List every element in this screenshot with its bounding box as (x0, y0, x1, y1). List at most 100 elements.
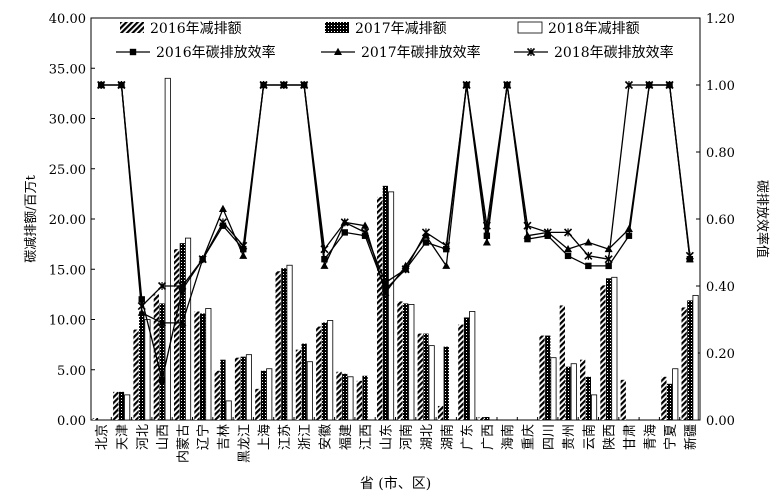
x-tick-label: 甘肃 (623, 424, 638, 450)
bar-2016 (681, 307, 687, 420)
legend-marker (526, 47, 536, 57)
x-tick-label: 贵州 (562, 424, 577, 450)
bar-2016 (316, 326, 322, 420)
efficiency-point-2017 (523, 231, 532, 239)
bar-2018 (164, 77, 171, 421)
efficiency-point-2018 (604, 255, 613, 264)
efficiency-point-2018 (97, 80, 106, 90)
bar-2016 (559, 305, 565, 420)
left-tick-label: 15.00 (49, 263, 86, 278)
left-tick-label: 35.00 (49, 62, 86, 77)
bar-2017 (382, 185, 388, 420)
efficiency-point-2018 (157, 281, 167, 291)
efficiency-point-2018 (503, 80, 512, 90)
bar-2017 (321, 322, 328, 420)
bar-2018 (591, 394, 598, 421)
x-tick-label: 海南 (500, 424, 516, 450)
bar-2016 (377, 196, 383, 420)
x-tick-label: 河北 (136, 424, 151, 450)
x-tick-label: 江西 (359, 424, 374, 450)
efficiency-point-2017 (604, 244, 613, 253)
bar-2017 (159, 303, 165, 420)
x-tick-label: 辽宁 (196, 424, 212, 450)
legend-item: 2017年碳排放效率 (321, 44, 481, 61)
efficiency-point-2017 (564, 244, 573, 253)
efficiency-point-2018 (421, 228, 431, 237)
efficiency-line-2018 (101, 84, 691, 308)
efficiency-point-2018 (178, 281, 187, 291)
bar-2016 (174, 249, 180, 420)
efficiency-point-2017 (442, 261, 451, 269)
efficiency-point-2018 (117, 80, 126, 90)
x-tick-label: 黑龙江 (237, 424, 252, 463)
bar-2017 (240, 356, 246, 420)
efficiency-point-2017 (584, 238, 593, 246)
efficiency-point-2017 (137, 308, 146, 316)
legend-label: 2017年碳排放效率 (361, 44, 481, 61)
bar-2017 (220, 359, 226, 420)
y2-axis-title: 碳排放效率值 (754, 180, 770, 258)
bar-2016 (539, 335, 545, 420)
axes: 0.00 5.00 10.00 15.00 20.00 25.00 30.00 35.00 40… (24, 12, 770, 492)
efficiency-point-2018 (320, 245, 329, 254)
efficiency-point-2017 (239, 251, 248, 259)
bar-2018 (327, 320, 334, 421)
bar-2016 (620, 379, 626, 420)
bar-2016 (417, 333, 423, 420)
x-tick-label: 上海 (258, 424, 273, 450)
right-tick-label: 0.40 (706, 280, 735, 295)
efficiency-point-2018 (239, 241, 248, 250)
efficiency-point-2017 (381, 288, 390, 296)
bar-2017 (545, 335, 551, 420)
legend-marker (334, 47, 342, 55)
x-tick-label: 陕西 (603, 424, 618, 450)
bar-2016 (661, 376, 667, 420)
bar-2018 (306, 361, 313, 421)
efficiency-point-2016 (483, 232, 491, 239)
bar-2017 (403, 303, 409, 420)
bar-2018 (184, 237, 192, 421)
x-tick-label: 吉林 (217, 424, 232, 450)
bar-2018 (205, 308, 212, 421)
right-tick-label: 0.00 (706, 414, 735, 429)
bar-2016 (255, 388, 261, 420)
legend-swatch (120, 22, 144, 33)
x-tick-label: 青海 (643, 424, 658, 450)
left-tick-label: 30.00 (49, 113, 86, 128)
efficiency-line-2017 (101, 84, 691, 324)
bar-2018 (144, 319, 151, 421)
bar-2018 (387, 191, 395, 421)
right-tick-label: 1.20 (706, 12, 735, 27)
bar-2017 (362, 375, 368, 420)
efficiency-point-2016 (321, 256, 328, 263)
x-tick-label: 云南 (581, 424, 597, 450)
bar-2017 (463, 317, 470, 420)
efficiency-point-2017 (218, 204, 227, 212)
left-tick-label: 20.00 (49, 213, 86, 228)
efficiency-point-2017 (178, 318, 187, 326)
bar-2018 (570, 363, 577, 421)
efficiency-point-2018 (665, 80, 674, 90)
efficiency-point-2018 (279, 80, 288, 90)
left-tick-label: 25.00 (49, 163, 86, 178)
legend-item: 2018年碳排放效率 (514, 44, 674, 61)
bar-2016 (133, 329, 139, 420)
efficiency-point-2016 (341, 229, 348, 236)
efficiency-point-2018 (523, 221, 532, 230)
x-tick-label: 四川 (542, 424, 557, 450)
efficiency-point-2018 (563, 228, 573, 237)
legend-swatch (517, 21, 543, 34)
x-tick-label: 山东 (379, 424, 394, 450)
left-tick-label: 0.00 (57, 414, 86, 429)
bar-2017 (585, 376, 591, 420)
bar-2017 (443, 346, 449, 420)
x-axis-title: 省 (市、区) (360, 475, 431, 492)
bar-2016 (275, 271, 281, 420)
x-tick-label: 重庆 (520, 424, 536, 450)
bar-2018 (347, 376, 354, 421)
bar-2017 (423, 333, 429, 420)
bar-2016 (336, 371, 342, 420)
left-tick-label: 5.00 (57, 364, 86, 379)
efficiency-point-2017 (361, 221, 370, 229)
bar-2018 (428, 345, 435, 421)
